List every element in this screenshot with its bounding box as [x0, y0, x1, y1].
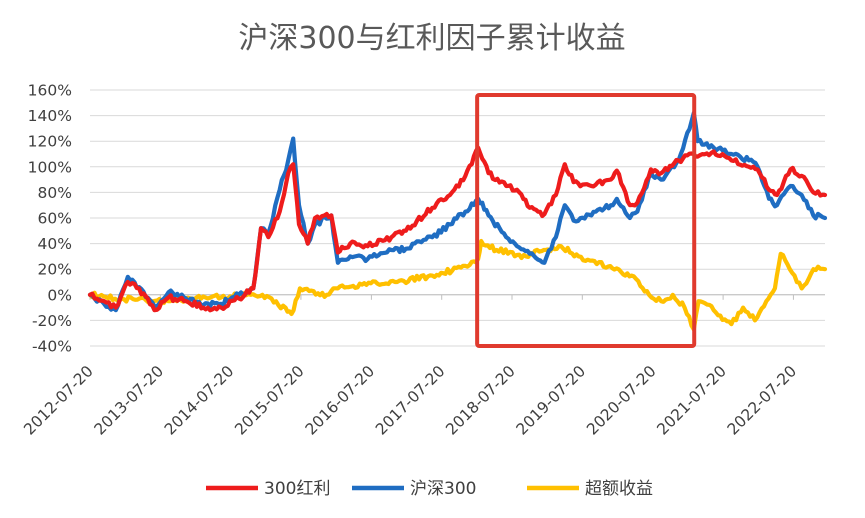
x-tick-label: 2012-07-20 [20, 362, 96, 438]
legend-label: 300红利 [264, 479, 330, 499]
x-tick-label: 2019-07-20 [513, 362, 589, 438]
legend: 300红利 沪深300 超额收益 [206, 479, 653, 499]
y-tick-label: 100% [28, 158, 72, 176]
y-tick-label: 140% [28, 107, 72, 125]
y-tick-label: 40% [38, 235, 72, 253]
y-tick-label: 80% [38, 184, 72, 202]
legend-label: 超额收益 [585, 479, 653, 499]
y-axis-ticks: -40% -20% 0% 20% 40% 60% 80% 100% 120% 140% 160% [28, 82, 72, 356]
y-tick-label: 120% [28, 133, 72, 151]
x-tick-label: 2016-07-20 [302, 362, 378, 438]
y-tick-label: 20% [38, 261, 72, 279]
x-tick-label: 2013-07-20 [91, 362, 167, 438]
series-line [87, 110, 828, 313]
highlight-box [475, 93, 697, 348]
x-tick-label: 2017-07-20 [372, 362, 448, 438]
series-lines [87, 110, 828, 332]
y-tick-label: 160% [28, 82, 72, 100]
x-axis-ticks: 2012-07-202013-07-202014-07-202015-07-20… [20, 294, 800, 439]
chart-title: 沪深300与红利因子累计收益 [238, 21, 625, 56]
y-tick-label: 0% [47, 286, 72, 304]
series-line [87, 238, 828, 332]
y-tick-label: -40% [32, 338, 72, 356]
x-tick-label: 2021-07-20 [654, 362, 730, 438]
x-tick-label: 2015-07-20 [231, 362, 307, 438]
x-tick-label: 2014-07-20 [161, 362, 237, 438]
y-tick-label: -20% [32, 312, 72, 330]
y-tick-label: 60% [38, 210, 72, 228]
x-tick-label: 2018-07-20 [442, 362, 518, 438]
legend-label: 沪深300 [410, 479, 476, 499]
x-tick-label: 2020-07-20 [583, 362, 659, 438]
x-tick-label: 2022-07-20 [724, 362, 800, 438]
series-line [87, 145, 828, 313]
